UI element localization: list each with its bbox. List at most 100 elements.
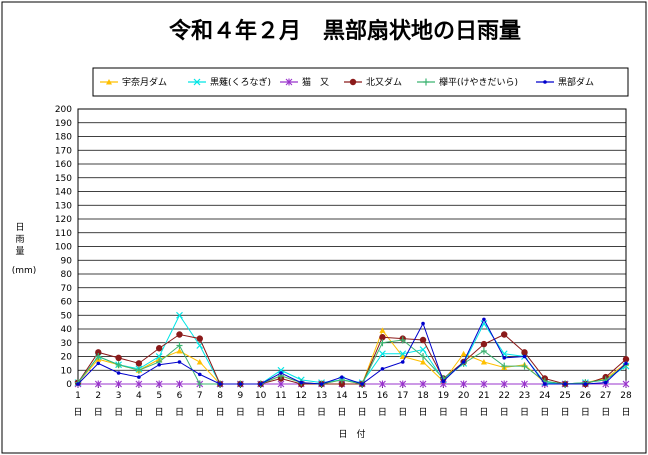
data-point [238, 382, 243, 386]
y-tick-label: 70 [61, 284, 73, 294]
series-黒部ダム [76, 317, 628, 386]
legend-label: 黒部ダム [558, 76, 594, 88]
marker-stroke [399, 350, 407, 358]
marker-stroke [176, 311, 183, 319]
legend-label: 北又ダム [366, 76, 402, 88]
x-tick-label: 19 [438, 391, 450, 401]
x-tick-label-suffix: 日 [256, 407, 265, 418]
x-tick-label-suffix: 日 [540, 407, 549, 418]
data-point [196, 359, 203, 365]
data-point [501, 331, 508, 338]
y-tick-label: 190 [55, 119, 72, 129]
x-tick-label-suffix: 日 [479, 407, 488, 418]
x-tick-label: 8 [217, 391, 223, 401]
x-tick-label: 21 [478, 391, 489, 401]
legend-item: 猫 又 [280, 76, 329, 88]
data-point [522, 354, 527, 359]
data-point [379, 380, 386, 388]
data-point [482, 317, 486, 322]
x-tick-label-suffix: 日 [94, 407, 103, 418]
x-tick-label-suffix: 日 [337, 407, 346, 418]
data-point [461, 360, 466, 364]
x-tick-label: 1 [75, 391, 81, 401]
data-point [521, 380, 528, 388]
legend-marker [285, 78, 293, 86]
data-point [500, 380, 508, 388]
x-tick-label: 9 [238, 391, 244, 401]
x-tick-label: 2 [95, 391, 101, 401]
y-tick-label: 140 [55, 188, 72, 198]
data-point [176, 311, 183, 319]
data-point [95, 353, 102, 360]
x-tick-label: 18 [417, 391, 429, 401]
y-tick-label: 120 [55, 215, 72, 225]
y-tick-label: 130 [55, 201, 72, 211]
data-point [420, 353, 427, 360]
plot-area: 0102030405060708090100110120130140150160… [55, 105, 632, 418]
x-tick-label: 6 [177, 391, 183, 401]
x-tick-label-suffix: 日 [581, 407, 590, 418]
y-tick-label: 100 [55, 243, 72, 253]
data-point [379, 339, 386, 347]
legend: 宇奈月ダム 黒薙(くろなぎ) 猫 又 北又ダム 欅平(けやきだいら) 黒部ダム [92, 67, 629, 97]
x-tick-label-suffix: 日 [175, 407, 184, 418]
data-point [399, 336, 406, 344]
data-point [360, 382, 364, 386]
series-line [77, 339, 627, 385]
data-point [624, 361, 628, 366]
x-tick-label: 14 [336, 391, 348, 401]
data-point [218, 382, 222, 386]
data-point [299, 380, 304, 385]
y-tick-label: 110 [55, 229, 72, 239]
y-label-char: 雨 [15, 234, 24, 245]
x-tick-label-suffix: 日 [276, 407, 285, 418]
x-tick-label: 12 [296, 391, 307, 401]
x-tick-label: 27 [600, 391, 611, 401]
data-point [196, 380, 203, 388]
x-tick-label: 26 [580, 391, 592, 401]
y-tick-label: 170 [55, 146, 72, 156]
y-tick-label: 200 [55, 105, 72, 115]
x-tick-label-suffix: 日 [155, 407, 164, 418]
data-point [399, 350, 407, 358]
y-label-unit: (mm) [12, 266, 37, 276]
data-point [96, 361, 101, 366]
x-tick-label: 24 [539, 391, 551, 401]
data-point [583, 382, 588, 386]
data-point [460, 380, 468, 388]
legend-label: 宇奈月ダム [122, 76, 167, 88]
data-point [157, 362, 161, 367]
x-tick-label-suffix: 日 [621, 407, 630, 418]
x-tick-label-suffix: 日 [195, 407, 204, 418]
data-point [480, 380, 488, 388]
data-point [521, 362, 528, 370]
series-line [77, 333, 627, 385]
legend-marker [349, 78, 357, 86]
data-point [421, 321, 425, 326]
data-point [135, 380, 143, 388]
data-point [419, 380, 427, 388]
legend-label: 猫 又 [302, 76, 329, 88]
data-point [176, 342, 183, 349]
data-point [419, 336, 427, 344]
x-tick-label-suffix: 日 [73, 407, 82, 418]
x-tick-label-suffix: 日 [520, 407, 529, 418]
data-point [196, 335, 203, 342]
data-point [480, 320, 488, 327]
y-axis-label: 日雨量 (mm) [12, 222, 37, 276]
y-tick-label: 10 [61, 366, 73, 376]
data-point [400, 360, 405, 364]
x-tick-label: 17 [397, 391, 408, 401]
x-tick-label: 23 [519, 391, 530, 401]
y-tick-label: 20 [61, 353, 73, 363]
data-point [501, 362, 508, 370]
data-point [115, 380, 122, 388]
data-point [379, 327, 386, 333]
y-tick-label: 30 [61, 339, 73, 349]
marker-stroke [155, 353, 163, 360]
y-label-char: 日 [15, 222, 24, 233]
legend-marker [543, 80, 547, 84]
data-point [460, 350, 467, 357]
y-tick-label: 40 [61, 325, 73, 335]
